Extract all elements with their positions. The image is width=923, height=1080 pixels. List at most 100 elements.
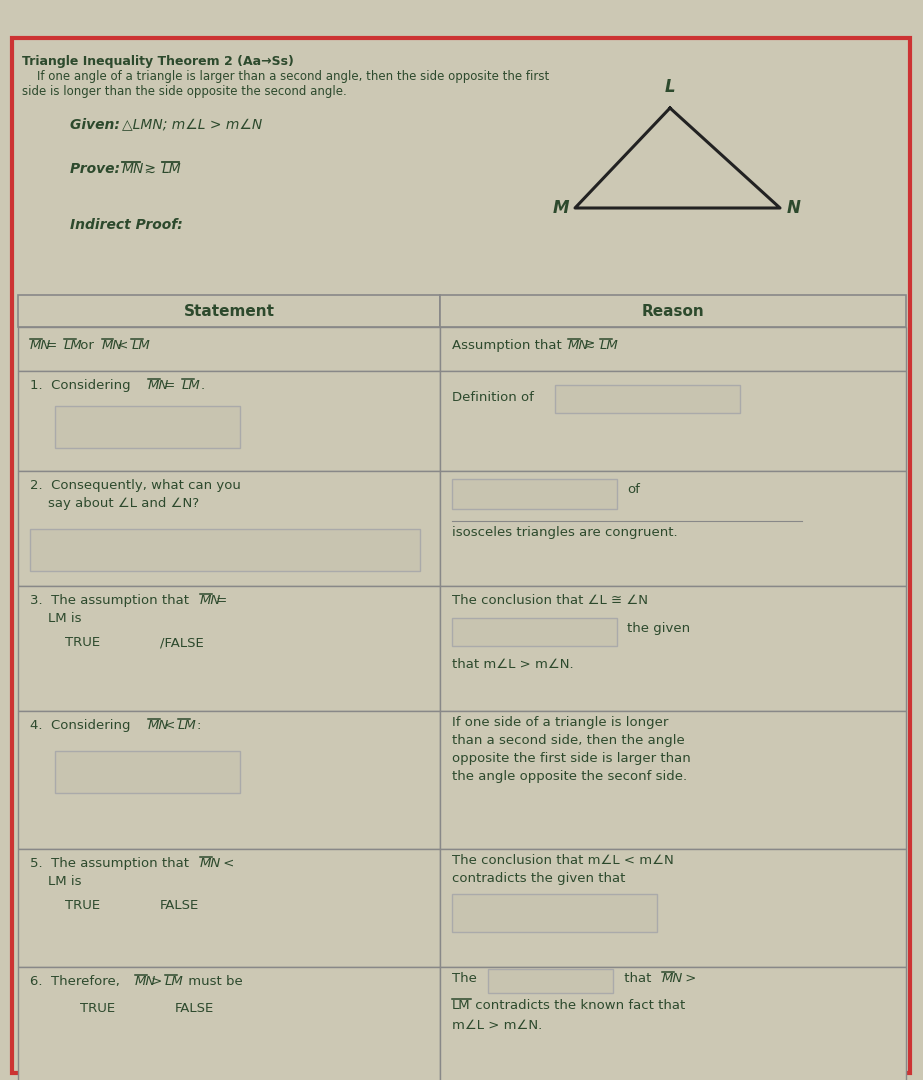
Text: =: = [211,594,227,607]
Text: LM: LM [162,162,182,176]
Text: FALSE: FALSE [175,1002,214,1015]
Text: 2.  Consequently, what can you: 2. Consequently, what can you [30,480,241,492]
Text: 3.  The assumption that: 3. The assumption that [30,594,193,607]
Text: ___: ___ [112,421,132,434]
Text: MN: MN [135,975,156,988]
Text: the angle opposite the seconf side.: the angle opposite the seconf side. [452,770,687,783]
Text: that: that [620,972,655,985]
Text: △LMN; m∠L > m∠N: △LMN; m∠L > m∠N [122,118,262,132]
Bar [440,967,906,1080]
Bar [440,327,906,372]
Bar [440,711,906,849]
Text: isosceles triangles are congruent.: isosceles triangles are congruent. [452,526,677,539]
Text: LM is: LM is [48,875,81,888]
Text: Statement: Statement [184,305,274,320]
Text: LM: LM [178,719,197,732]
Text: :: : [197,719,201,732]
Text: ≅: ≅ [138,419,150,434]
Text: >: > [681,972,696,985]
Text: Assumption that: Assumption that [452,339,566,352]
Bar [18,711,440,849]
Text: MN: MN [148,719,169,732]
Text: The: The [452,972,481,985]
Text: Triangle Inequality Theorem 2 (Aa→Ss): Triangle Inequality Theorem 2 (Aa→Ss) [22,55,294,68]
Bar [452,894,657,932]
Text: <: < [140,765,151,778]
Bar [18,295,440,327]
Text: LM: LM [600,339,618,352]
Bar [18,967,440,1080]
Text: LM: LM [182,379,200,392]
Text: say about ∠L and ∠N?: say about ∠L and ∠N? [48,497,199,510]
Text: If one side of a triangle is longer: If one side of a triangle is longer [452,716,668,729]
Text: Reason: Reason [641,305,704,320]
Bar [440,372,906,471]
Text: FALSE: FALSE [160,899,199,912]
Text: =: = [42,339,61,352]
Text: LM: LM [64,339,82,352]
Text: =: = [160,379,179,392]
Bar [440,586,906,711]
Text: or: or [76,339,98,352]
Text: Prove:: Prove: [70,162,125,176]
Text: 1.  Considering: 1. Considering [30,379,135,392]
Text: LM: LM [165,975,184,988]
Text: TRUE: TRUE [65,636,100,649]
Text: m∠L > m∠N.: m∠L > m∠N. [452,1020,542,1032]
Bar [440,849,906,967]
Text: ≳: ≳ [580,339,599,352]
Text: >: > [147,975,166,988]
Text: 4.  Considering: 4. Considering [30,719,135,732]
Bar [18,327,440,372]
Text: N: N [787,199,801,217]
Text: The conclusion that ∠L ≅ ∠N: The conclusion that ∠L ≅ ∠N [452,594,648,607]
Text: MN: MN [568,339,589,352]
Bar [18,849,440,967]
Text: than a second side, then the angle: than a second side, then the angle [452,734,685,747]
Text: the given: the given [627,622,690,635]
Bar [55,406,240,448]
Bar [18,586,440,711]
Text: The conclusion that m∠L < m∠N: The conclusion that m∠L < m∠N [452,854,674,867]
Bar [18,471,440,586]
Text: ___: ___ [152,421,172,434]
Text: that m∠L > m∠N.: that m∠L > m∠N. [452,658,573,671]
Bar [18,372,440,471]
Bar [452,618,617,646]
Bar [55,751,240,793]
Bar [440,471,906,586]
Text: LM: LM [452,999,471,1012]
Bar [440,295,906,327]
Text: TRUE: TRUE [65,899,100,912]
Text: must be: must be [184,975,243,988]
Text: <: < [114,339,133,352]
Text: contradicts the known fact that: contradicts the known fact that [471,999,685,1012]
Text: MN: MN [122,162,144,176]
Text: .: . [201,379,205,392]
Text: of: of [627,483,640,496]
Text: ____: ____ [92,765,118,778]
Text: MN: MN [148,379,169,392]
Text: opposite the first side is larger than: opposite the first side is larger than [452,752,690,765]
Text: 5.  The assumption that: 5. The assumption that [30,858,193,870]
Text: L: L [665,78,676,96]
Text: MN: MN [200,594,222,607]
Text: <: < [219,858,234,870]
Text: ____: ____ [155,765,182,778]
Bar [452,480,617,509]
Text: ≳: ≳ [140,162,161,176]
Text: TRUE: TRUE [80,1002,115,1015]
Text: contradicts the given that: contradicts the given that [452,872,626,885]
Text: side is longer than the side opposite the second angle.: side is longer than the side opposite th… [22,85,347,98]
Text: M: M [553,199,569,217]
Text: Given:: Given: [70,118,125,132]
Text: /FALSE: /FALSE [160,636,204,649]
Text: MN: MN [102,339,123,352]
Text: MN: MN [662,972,683,985]
Bar [488,969,613,993]
Text: 6.  Therefore,: 6. Therefore, [30,975,124,988]
Text: Definition of: Definition of [452,391,538,404]
Text: LM: LM [131,339,150,352]
Text: <: < [160,719,179,732]
Text: MN: MN [30,339,52,352]
